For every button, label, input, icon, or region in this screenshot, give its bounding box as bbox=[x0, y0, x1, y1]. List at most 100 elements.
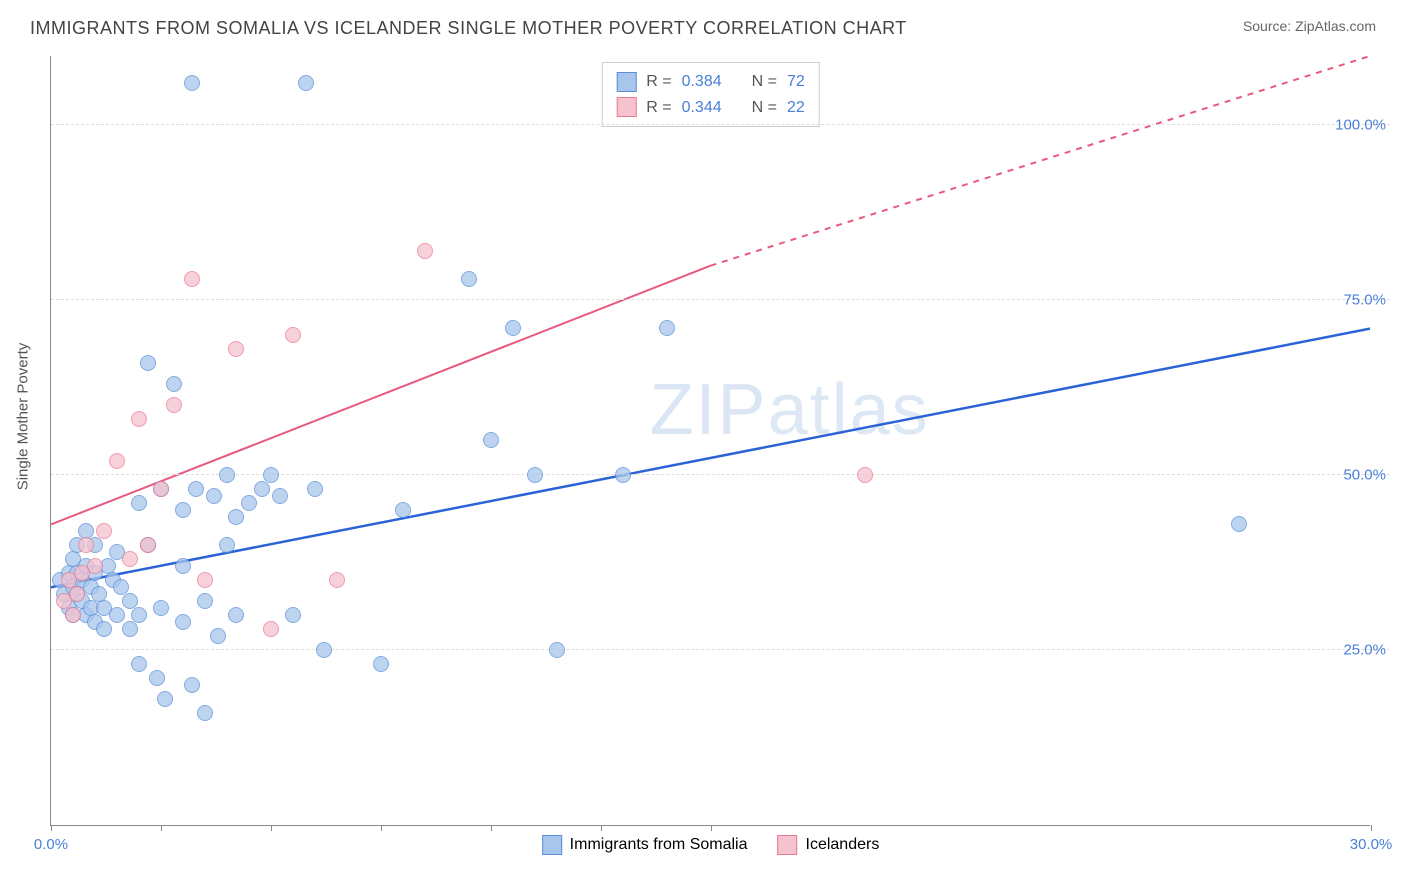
x-tick bbox=[1371, 825, 1372, 831]
data-point-somalia bbox=[197, 705, 213, 721]
data-point-somalia bbox=[241, 495, 257, 511]
data-point-somalia bbox=[153, 600, 169, 616]
data-point-somalia bbox=[131, 607, 147, 623]
scatter-plot: ZIPatlas R = 0.384 N = 72 R = 0.344 N = … bbox=[50, 56, 1370, 826]
chart-title: IMMIGRANTS FROM SOMALIA VS ICELANDER SIN… bbox=[30, 18, 907, 39]
data-point-somalia bbox=[659, 320, 675, 336]
data-point-icelanders bbox=[329, 572, 345, 588]
data-point-somalia bbox=[109, 607, 125, 623]
data-point-somalia bbox=[188, 481, 204, 497]
x-tick bbox=[51, 825, 52, 831]
data-point-somalia bbox=[197, 593, 213, 609]
watermark-thin: atlas bbox=[768, 370, 930, 450]
y-tick-label: 25.0% bbox=[1306, 642, 1390, 659]
legend-stats-row-1: R = 0.344 N = 22 bbox=[616, 95, 805, 121]
legend-item-icelanders: Icelanders bbox=[778, 835, 880, 855]
data-point-icelanders bbox=[122, 551, 138, 567]
x-tick bbox=[271, 825, 272, 831]
gridline bbox=[51, 299, 1390, 300]
trend-line bbox=[51, 266, 711, 525]
legend-swatch-icelanders bbox=[616, 97, 636, 117]
data-point-icelanders bbox=[417, 243, 433, 259]
data-point-icelanders bbox=[228, 341, 244, 357]
data-point-icelanders bbox=[263, 621, 279, 637]
data-point-icelanders bbox=[153, 481, 169, 497]
data-point-somalia bbox=[219, 537, 235, 553]
data-point-somalia bbox=[166, 376, 182, 392]
data-point-icelanders bbox=[65, 607, 81, 623]
legend-label-somalia: Immigrants from Somalia bbox=[570, 836, 748, 854]
data-point-somalia bbox=[527, 467, 543, 483]
data-point-somalia bbox=[228, 509, 244, 525]
data-point-icelanders bbox=[285, 327, 301, 343]
trend-line bbox=[51, 329, 1370, 588]
y-tick-label: 75.0% bbox=[1306, 292, 1390, 309]
data-point-somalia bbox=[615, 467, 631, 483]
data-point-somalia bbox=[184, 75, 200, 91]
source-attribution: Source: ZipAtlas.com bbox=[1243, 18, 1376, 34]
data-point-somalia bbox=[505, 320, 521, 336]
legend-item-somalia: Immigrants from Somalia bbox=[542, 835, 748, 855]
data-point-somalia bbox=[175, 502, 191, 518]
r-label: R = bbox=[646, 95, 671, 121]
n-value-0: 72 bbox=[787, 69, 805, 95]
gridline bbox=[51, 649, 1390, 650]
data-point-somalia bbox=[175, 614, 191, 630]
r-label: R = bbox=[646, 69, 671, 95]
n-label: N = bbox=[752, 95, 777, 121]
legend-swatch-somalia bbox=[542, 835, 562, 855]
data-point-somalia bbox=[228, 607, 244, 623]
data-point-somalia bbox=[263, 467, 279, 483]
y-axis-label: Single Mother Poverty bbox=[15, 342, 32, 490]
legend-swatch-somalia bbox=[616, 72, 636, 92]
data-point-somalia bbox=[298, 75, 314, 91]
y-tick-label: 50.0% bbox=[1306, 467, 1390, 484]
data-point-icelanders bbox=[96, 523, 112, 539]
y-tick-label: 100.0% bbox=[1306, 117, 1390, 134]
watermark-bold: ZIP bbox=[650, 370, 768, 450]
data-point-icelanders bbox=[140, 537, 156, 553]
data-point-somalia bbox=[131, 495, 147, 511]
x-tick bbox=[491, 825, 492, 831]
data-point-somalia bbox=[206, 488, 222, 504]
data-point-somalia bbox=[140, 355, 156, 371]
x-tick-label: 30.0% bbox=[1350, 836, 1393, 853]
data-point-somalia bbox=[461, 271, 477, 287]
gridline bbox=[51, 474, 1390, 475]
legend-stats-row-0: R = 0.384 N = 72 bbox=[616, 69, 805, 95]
data-point-icelanders bbox=[78, 537, 94, 553]
legend-label-icelanders: Icelanders bbox=[806, 836, 880, 854]
data-point-somalia bbox=[307, 481, 323, 497]
data-point-icelanders bbox=[857, 467, 873, 483]
data-point-somalia bbox=[285, 607, 301, 623]
n-value-1: 22 bbox=[787, 95, 805, 121]
data-point-icelanders bbox=[69, 586, 85, 602]
r-value-0: 0.384 bbox=[682, 69, 722, 95]
data-point-somalia bbox=[1231, 516, 1247, 532]
r-value-1: 0.344 bbox=[682, 95, 722, 121]
data-point-somalia bbox=[549, 642, 565, 658]
x-tick bbox=[381, 825, 382, 831]
data-point-somalia bbox=[272, 488, 288, 504]
data-point-somalia bbox=[483, 432, 499, 448]
legend-stats-box: R = 0.384 N = 72 R = 0.344 N = 22 bbox=[601, 62, 820, 127]
data-point-somalia bbox=[175, 558, 191, 574]
y-axis-label-wrap: Single Mother Poverty bbox=[8, 0, 38, 832]
x-tick bbox=[601, 825, 602, 831]
x-tick-label: 0.0% bbox=[34, 836, 68, 853]
chart-header: IMMIGRANTS FROM SOMALIA VS ICELANDER SIN… bbox=[30, 18, 1376, 39]
data-point-somalia bbox=[157, 691, 173, 707]
data-point-somalia bbox=[395, 502, 411, 518]
trend-lines bbox=[51, 56, 1370, 825]
data-point-icelanders bbox=[166, 397, 182, 413]
data-point-icelanders bbox=[131, 411, 147, 427]
watermark: ZIPatlas bbox=[650, 369, 930, 451]
data-point-somalia bbox=[210, 628, 226, 644]
data-point-somalia bbox=[184, 677, 200, 693]
data-point-icelanders bbox=[197, 572, 213, 588]
data-point-somalia bbox=[122, 621, 138, 637]
data-point-somalia bbox=[96, 621, 112, 637]
data-point-icelanders bbox=[184, 271, 200, 287]
data-point-somalia bbox=[219, 467, 235, 483]
data-point-somalia bbox=[373, 656, 389, 672]
